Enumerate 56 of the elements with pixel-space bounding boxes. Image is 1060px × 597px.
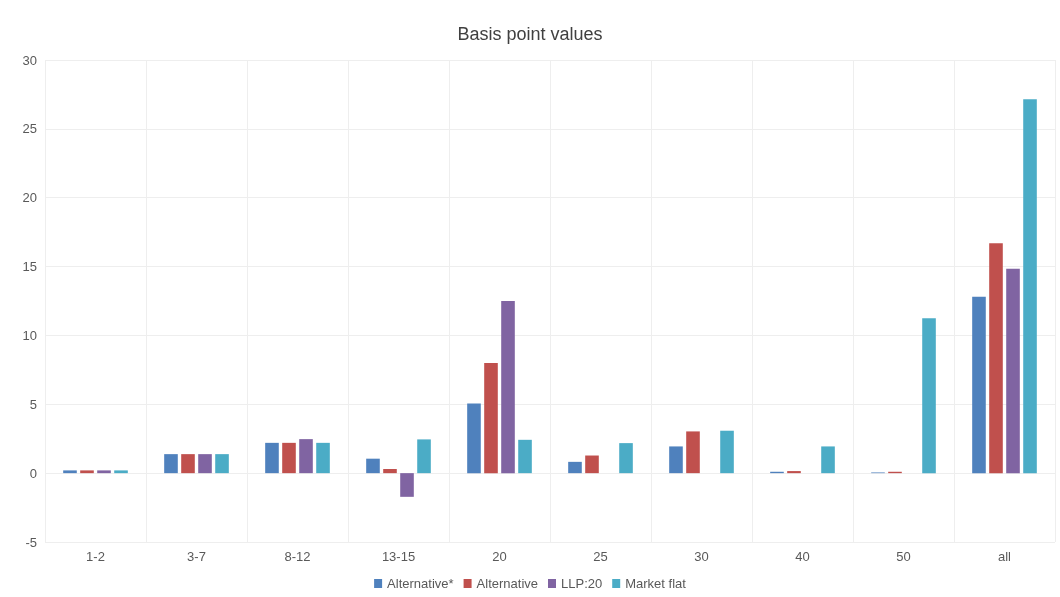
y-tick-label: 5 — [29, 396, 37, 412]
bar — [518, 439, 532, 474]
legend-label: Alternative — [476, 576, 539, 591]
x-tick-label: 40 — [795, 549, 810, 564]
bar — [585, 455, 599, 474]
bar — [821, 446, 835, 474]
bar — [316, 442, 330, 474]
bar — [1006, 268, 1020, 474]
y-tick-label: 20 — [22, 190, 37, 206]
bar — [164, 454, 178, 474]
bar — [669, 446, 683, 474]
bar — [972, 296, 986, 474]
bar — [467, 403, 481, 474]
x-tick-label: 25 — [593, 549, 608, 564]
bar — [80, 470, 94, 474]
y-tick-label: 25 — [22, 121, 37, 137]
bar — [568, 461, 582, 474]
x-tick-label: 20 — [492, 549, 507, 564]
bar — [282, 442, 296, 474]
y-tick-label: 15 — [22, 259, 37, 275]
legend-label: LLP:20 — [561, 576, 603, 591]
x-tick-label: all — [997, 549, 1012, 564]
bar — [400, 473, 414, 497]
legend-label: Market flat — [625, 576, 687, 591]
x-tick-label: 13-15 — [381, 549, 416, 564]
x-tick-label: 30 — [694, 549, 709, 564]
legend-label: Alternative* — [387, 576, 454, 591]
bar — [265, 442, 279, 474]
bar — [501, 301, 515, 474]
bar — [215, 454, 229, 474]
bar — [198, 454, 212, 474]
x-tick-label: 8-12 — [284, 549, 311, 564]
x-tick-label: 50 — [896, 549, 911, 564]
chart-title: Basis point values — [457, 24, 603, 44]
bar — [97, 470, 111, 474]
y-tick-label: 0 — [29, 465, 37, 481]
y-tick-label: 30 — [22, 52, 37, 68]
bar — [989, 243, 1003, 474]
bar — [484, 362, 498, 474]
y-tick-label: -5 — [25, 534, 37, 550]
x-tick-label: 1-2 — [86, 549, 105, 564]
bar — [720, 430, 734, 474]
bar — [383, 469, 397, 474]
bar — [686, 431, 700, 474]
bar — [299, 439, 313, 474]
bar — [114, 470, 128, 474]
bar — [922, 318, 936, 474]
bar — [619, 443, 633, 474]
y-tick-label: 10 — [22, 327, 37, 343]
bar — [787, 471, 801, 474]
bar — [366, 458, 380, 474]
x-tick-label: 3-7 — [187, 549, 206, 564]
bar — [417, 439, 431, 474]
bar — [181, 454, 195, 474]
bar — [1023, 99, 1037, 474]
bar — [63, 470, 77, 474]
